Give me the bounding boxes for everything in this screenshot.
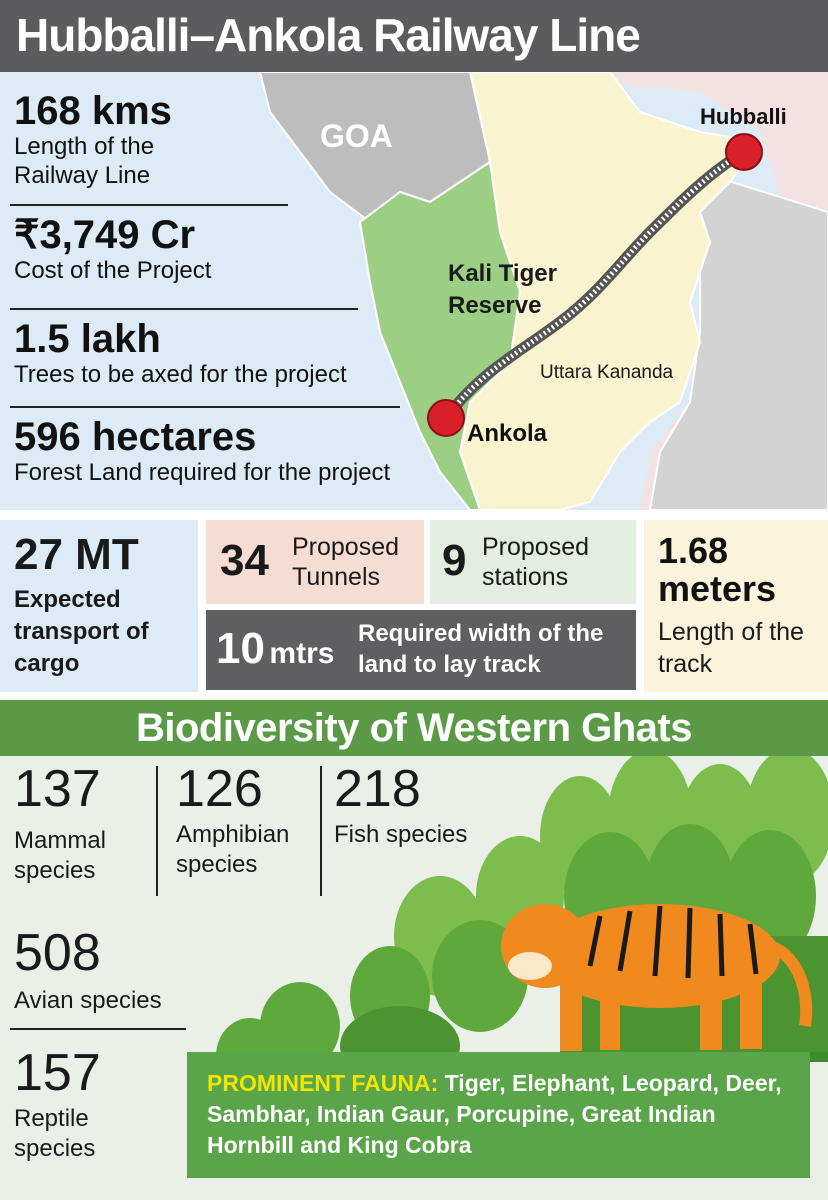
stat-length-value: 168 kms bbox=[14, 89, 172, 133]
divider bbox=[10, 1028, 186, 1030]
divider bbox=[156, 766, 158, 896]
stat-reptile-value: 157 bbox=[14, 1044, 101, 1102]
stat-amphibian: 126 Amphibian species bbox=[176, 762, 316, 880]
tunnels-value: 34 bbox=[220, 536, 269, 585]
region-map bbox=[258, 72, 828, 510]
stat-cost-value: ₹3,749 Cr bbox=[14, 213, 196, 257]
ankola-label: Ankola bbox=[467, 420, 548, 447]
biodiversity-heading: Biodiversity of Western Ghats bbox=[135, 706, 693, 750]
district-label: Uttara Kananda bbox=[540, 362, 674, 383]
stat-forest: 596 hectares Forest Land required for th… bbox=[14, 416, 390, 487]
stat-avian-value: 508 bbox=[14, 924, 101, 982]
stations-value: 9 bbox=[442, 536, 467, 585]
reserve-region bbox=[358, 160, 522, 510]
hubballi-label: Hubballi bbox=[700, 104, 787, 129]
goa-label: GOA bbox=[320, 118, 393, 154]
divider bbox=[10, 308, 358, 310]
fauna-list: Tiger, Elephant, Leopard, Deer, Sambhar,… bbox=[207, 1070, 782, 1158]
map-section: GOA Hubballi Ankola Kali Tiger Reserve U… bbox=[0, 72, 828, 510]
cargo-panel: 27 MT Expected transport of cargo bbox=[0, 520, 198, 692]
stat-fish-value: 218 bbox=[334, 760, 421, 818]
tunnels-label: Proposed Tunnels bbox=[292, 533, 400, 591]
stat-cost-label: Cost of the Project bbox=[14, 257, 212, 284]
track-panel: 1.68 meters Length of the track bbox=[644, 520, 828, 692]
reserve-label: Kali Tiger Reserve bbox=[448, 260, 557, 319]
stat-mammal: 137 Mammal species bbox=[14, 762, 134, 886]
track-label: Length of the track bbox=[658, 618, 804, 678]
track-value: 1.68 meters bbox=[658, 530, 777, 609]
stat-forest-label: Forest Land required for the project bbox=[14, 459, 391, 486]
width-unit: mtrs bbox=[269, 637, 335, 670]
width-value: 10 bbox=[216, 624, 265, 673]
stat-trees: 1.5 lakh Trees to be axed for the projec… bbox=[14, 318, 347, 389]
stat-reptile-label: Reptile species bbox=[14, 1105, 96, 1162]
cargo-value: 27 MT bbox=[14, 530, 139, 579]
width-panel: 10 mtrs Required width of the land to la… bbox=[206, 610, 636, 690]
tiger-illustration bbox=[501, 904, 813, 1051]
hubballi-station bbox=[725, 133, 763, 171]
forest-illustration bbox=[216, 756, 828, 1094]
fauna-text: PROMINENT FAUNA: Tiger, Elephant, Leopar… bbox=[207, 1068, 803, 1161]
stat-cost: ₹3,749 Cr Cost of the Project bbox=[14, 214, 211, 285]
stat-amphibian-label: Amphibian species bbox=[176, 821, 290, 878]
stat-reptile: 157 Reptile species bbox=[14, 1046, 124, 1164]
ankola-station bbox=[427, 399, 465, 437]
tunnels-panel: 34 Proposed Tunnels bbox=[206, 520, 424, 604]
stat-fish: 218 Fish species bbox=[334, 762, 467, 850]
fauna-heading: PROMINENT FAUNA: bbox=[207, 1070, 439, 1096]
stat-trees-value: 1.5 lakh bbox=[14, 317, 161, 361]
stat-forest-value: 596 hectares bbox=[14, 415, 257, 459]
stat-length: 168 kms Length of the Railway Line bbox=[14, 90, 204, 190]
stations-panel: 9 Proposed stations bbox=[430, 520, 636, 604]
stat-length-label: Length of the Railway Line bbox=[14, 133, 155, 189]
stations-label: Proposed stations bbox=[482, 533, 590, 591]
stat-amphibian-value: 126 bbox=[176, 760, 263, 818]
width-label: Required width of the land to lay track bbox=[358, 620, 604, 678]
stat-trees-label: Trees to be axed for the project bbox=[14, 361, 347, 388]
prominent-fauna-box: PROMINENT FAUNA: Tiger, Elephant, Leopar… bbox=[187, 1052, 810, 1178]
page-title: Hubballi–Ankola Railway Line bbox=[16, 9, 641, 61]
title-bar: Hubballi–Ankola Railway Line bbox=[0, 0, 828, 72]
cargo-label: Expected transport of cargo bbox=[14, 586, 149, 677]
stat-avian-label: Avian species bbox=[14, 987, 162, 1014]
divider bbox=[320, 766, 322, 896]
stat-fish-label: Fish species bbox=[334, 821, 468, 848]
stat-mammal-label: Mammal species bbox=[14, 827, 107, 884]
stat-mammal-value: 137 bbox=[14, 760, 101, 818]
divider bbox=[10, 204, 288, 206]
stat-avian: 508 Avian species bbox=[14, 926, 162, 1016]
divider bbox=[10, 406, 400, 408]
biodiversity-heading-bar: Biodiversity of Western Ghats bbox=[0, 700, 828, 756]
